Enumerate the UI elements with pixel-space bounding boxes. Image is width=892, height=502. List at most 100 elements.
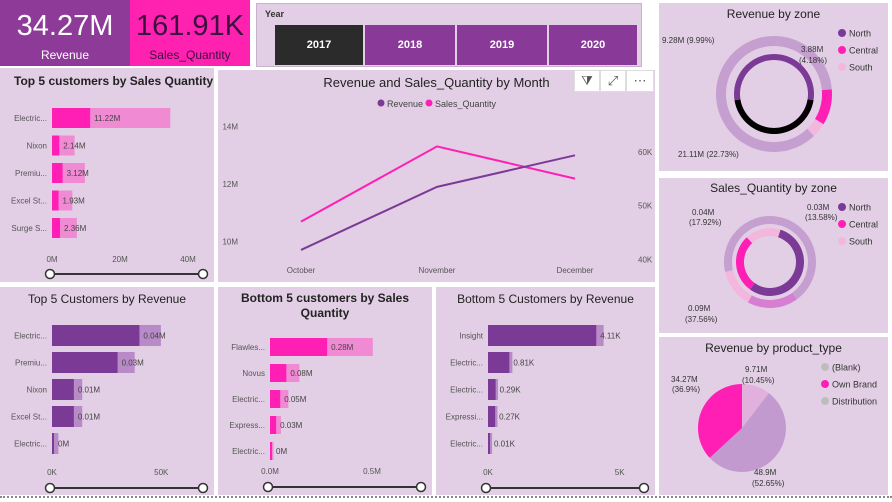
x-tick-label: 20M bbox=[112, 255, 128, 264]
bar bbox=[270, 390, 281, 408]
focus-mode-icon[interactable]: ⤢ bbox=[600, 70, 626, 92]
top5-qty-chart: Electric... 11.22M Nixon 2.14M Premiu... 3.12… bbox=[11, 108, 209, 280]
y-right-tick-label: 40K bbox=[638, 255, 653, 264]
category-label: Express... bbox=[229, 421, 265, 430]
donut-slice bbox=[807, 119, 824, 137]
revenue-zone-donut: North Central South 9.28M (9.99%) 3.88M (4.18… bbox=[662, 29, 878, 160]
x-tick-label: 0.0M bbox=[261, 467, 279, 476]
category-label: Premiu... bbox=[15, 169, 47, 178]
legend-dot-revenue bbox=[377, 99, 385, 107]
donut-slice bbox=[747, 292, 797, 308]
panel-title: Revenue by zone bbox=[726, 7, 821, 21]
top5-qty-panel: Top 5 customers by Sales Quantity Electr… bbox=[0, 68, 214, 282]
more-options-icon[interactable]: ⋯ bbox=[626, 70, 654, 92]
category-label: Electric... bbox=[450, 440, 483, 449]
data-label: (10.45%) bbox=[742, 376, 775, 385]
category-label: Nixon bbox=[27, 386, 47, 395]
scroll-slider-handle-right bbox=[197, 268, 209, 280]
panel-title: Top 5 Customers by Revenue bbox=[27, 292, 187, 306]
bar bbox=[52, 379, 74, 400]
bottom5-qty-chart: Flawles... 0.28M Novus 0.08M Electric... 0.05… bbox=[229, 338, 427, 493]
donut-slice bbox=[725, 270, 752, 303]
donut-slice bbox=[709, 393, 786, 472]
sales-quantity-kpi-value: 161.91K bbox=[135, 10, 245, 42]
bar bbox=[52, 406, 74, 427]
scroll-slider-handle-left bbox=[44, 482, 56, 494]
x-tick-label: 0M bbox=[46, 255, 57, 264]
donut-slice bbox=[716, 36, 814, 153]
year-button-2019[interactable]: 2019 bbox=[457, 25, 547, 65]
donut-slice bbox=[750, 229, 804, 296]
qty-zone-panel: Sales_Quantity by zone North Central South… bbox=[659, 178, 888, 333]
year-button-2017[interactable]: 2017 bbox=[275, 25, 363, 65]
revenue-zone-panel: Revenue by zone North Central South 9.28M (… bbox=[659, 3, 888, 171]
bar bbox=[52, 433, 54, 454]
data-label: (4.18%) bbox=[799, 56, 827, 65]
category-label: Electric... bbox=[450, 359, 483, 368]
data-label: (36.9%) bbox=[672, 385, 700, 394]
data-label: 0.04M bbox=[692, 208, 715, 217]
donut-slice bbox=[746, 228, 781, 244]
legend-dot bbox=[838, 203, 846, 211]
category-label: Nixon bbox=[27, 142, 47, 151]
donut-slice bbox=[777, 36, 832, 91]
category-label: Excel St... bbox=[11, 413, 47, 422]
data-label: (17.92%) bbox=[689, 218, 722, 227]
x-tick-label: 0.5M bbox=[363, 467, 381, 476]
legend-dot bbox=[821, 380, 829, 388]
category-label: Electric... bbox=[14, 440, 47, 449]
panel-title: Sales_Quantity by zone bbox=[710, 181, 837, 195]
donut-slice bbox=[742, 384, 769, 428]
scroll-slider-handle-left bbox=[44, 268, 56, 280]
panel-title: Top 5 customers by Sales Quantity bbox=[14, 74, 214, 88]
bar-background bbox=[52, 433, 59, 454]
data-label: 0.03M bbox=[122, 359, 145, 368]
category-label: Electric... bbox=[14, 332, 47, 341]
x-tick-label: October bbox=[287, 266, 316, 275]
legend-label-revenue: Revenue bbox=[387, 99, 423, 109]
bar bbox=[52, 108, 91, 128]
data-label: 0M bbox=[58, 440, 69, 449]
category-label: Electric... bbox=[450, 386, 483, 395]
data-label: 34.27M bbox=[671, 375, 698, 384]
x-tick-label: 50K bbox=[154, 468, 169, 477]
bar bbox=[270, 338, 328, 356]
data-label: 0.01K bbox=[494, 440, 516, 449]
bar bbox=[270, 442, 272, 460]
x-tick-label: 0K bbox=[47, 468, 57, 477]
category-label: Expressi... bbox=[446, 413, 483, 422]
legend-label: North bbox=[849, 29, 871, 39]
top5-revenue-chart: Electric... 0.04M Premiu... 0.03M Nixon 0.01M… bbox=[11, 325, 209, 494]
bar bbox=[52, 135, 60, 156]
donut-slice bbox=[736, 237, 755, 290]
legend-dot bbox=[838, 63, 846, 71]
data-label: (52.65%) bbox=[752, 479, 785, 488]
legend-label: Central bbox=[849, 220, 878, 230]
bar bbox=[52, 190, 59, 211]
legend-label: (Blank) bbox=[832, 363, 861, 373]
y-left-tick-label: 14M bbox=[222, 123, 238, 132]
data-label: 0M bbox=[276, 447, 287, 456]
year-button-2020[interactable]: 2020 bbox=[549, 25, 637, 65]
category-label: Premiu... bbox=[15, 359, 47, 368]
y-right-tick-label: 60K bbox=[638, 148, 653, 157]
legend-label: Own Brand bbox=[832, 380, 877, 390]
y-right-tick-label: 50K bbox=[638, 202, 653, 211]
filter-icon[interactable]: ⧩ bbox=[574, 70, 600, 92]
legend-dot bbox=[838, 29, 846, 37]
qty-zone-donut: North Central South 0.04M(17.92%) 0.03M(13.5… bbox=[685, 203, 878, 325]
bar bbox=[52, 163, 63, 183]
data-label: 3.88M bbox=[801, 45, 824, 54]
scroll-slider-handle-left bbox=[262, 481, 274, 493]
data-label: 0.03M bbox=[280, 421, 303, 430]
data-label: 0.01M bbox=[78, 413, 101, 422]
legend-label: North bbox=[849, 203, 871, 213]
donut-slice bbox=[734, 54, 814, 101]
year-button-2018[interactable]: 2018 bbox=[365, 25, 455, 65]
x-tick-label: November bbox=[419, 266, 456, 275]
category-label: Novus bbox=[242, 369, 265, 378]
panel-title: Revenue by product_type bbox=[705, 341, 842, 355]
legend-label: South bbox=[849, 237, 873, 247]
donut-slice bbox=[698, 384, 742, 458]
category-label: Electric... bbox=[232, 447, 265, 456]
